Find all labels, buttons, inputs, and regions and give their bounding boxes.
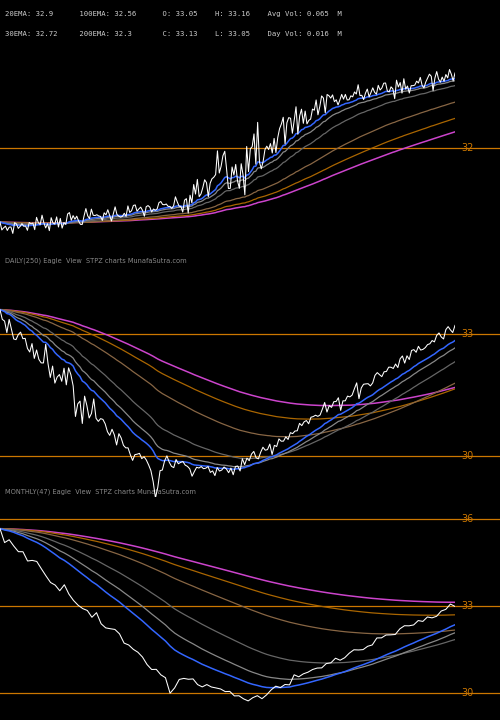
Text: 30: 30 xyxy=(462,688,474,698)
Text: 33: 33 xyxy=(462,330,474,339)
Text: 33: 33 xyxy=(462,600,474,611)
Text: DAILY(250) Eagle  View  STPZ charts MunafaSutra.com: DAILY(250) Eagle View STPZ charts Munafa… xyxy=(4,258,186,264)
Text: 32: 32 xyxy=(462,143,474,153)
Text: 30: 30 xyxy=(462,451,474,462)
Text: 36: 36 xyxy=(462,513,474,523)
Text: 30EMA: 32.72     200EMA: 32.3       C: 33.13    L: 33.05    Day Vol: 0.016  M: 30EMA: 32.72 200EMA: 32.3 C: 33.13 L: 33… xyxy=(5,31,342,37)
Text: MONTHLY(47) Eagle  View  STPZ charts MunafaSutra.com: MONTHLY(47) Eagle View STPZ charts Munaf… xyxy=(4,488,196,495)
Text: 20EMA: 32.9      100EMA: 32.56      O: 33.05    H: 33.16    Avg Vol: 0.065  M: 20EMA: 32.9 100EMA: 32.56 O: 33.05 H: 33… xyxy=(5,11,342,17)
